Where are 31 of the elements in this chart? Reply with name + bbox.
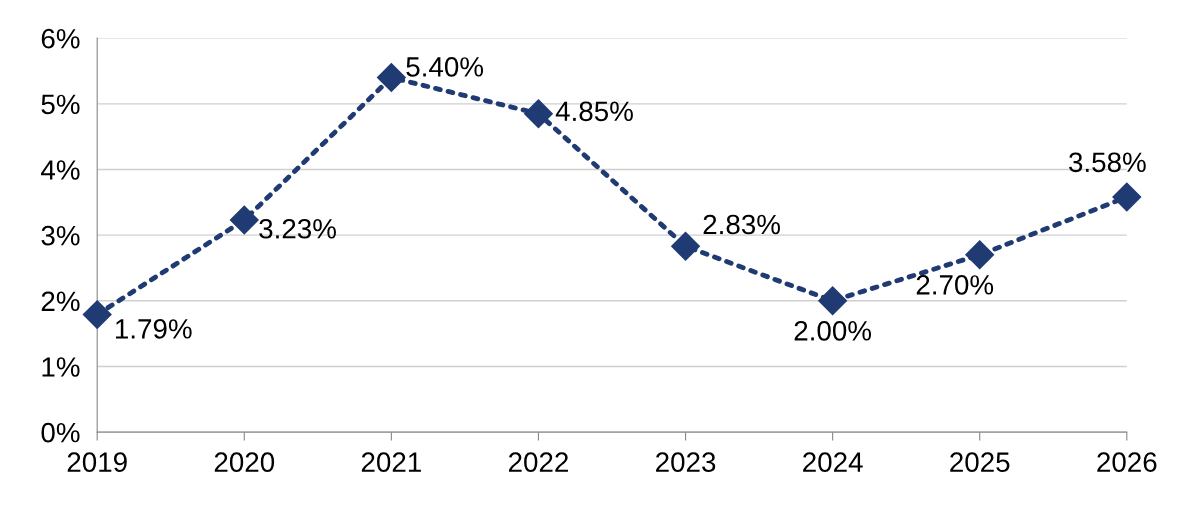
- point: [229, 205, 259, 235]
- x-tick-label: 2023: [656, 452, 716, 472]
- y-tick-label: 1%: [42, 357, 80, 377]
- x-tick-label: 2025: [950, 452, 1010, 472]
- data-label: 1.79%: [115, 319, 192, 339]
- point: [524, 99, 553, 129]
- point: [965, 240, 995, 270]
- data-label: 2.00%: [794, 321, 872, 341]
- x-tick-label: 2026: [1097, 452, 1157, 472]
- x-tick-label: 2022: [508, 452, 568, 472]
- data-label: 2.70%: [916, 275, 994, 295]
- point: [818, 286, 848, 316]
- point: [82, 300, 112, 330]
- y-tick-label: 0%: [41, 422, 80, 443]
- y-tick-label: 4%: [41, 160, 80, 180]
- point: [671, 231, 700, 261]
- data-label: 3.58%: [1069, 152, 1146, 173]
- point: [1112, 182, 1142, 212]
- y-tick-label: 5%: [41, 94, 80, 115]
- y-tick-label: 2%: [41, 291, 80, 312]
- x-tick-label: 2021: [361, 452, 421, 472]
- data-label: 3.23%: [259, 218, 336, 239]
- y-tick-label: 3%: [41, 225, 80, 246]
- data-label: 5.40%: [406, 57, 484, 77]
- data-label: 2.83%: [703, 214, 780, 235]
- x-tick-label: 2019: [67, 452, 127, 472]
- data-label: 4.85%: [555, 101, 633, 122]
- x-tick-label: 2024: [803, 452, 863, 472]
- x-tick-label: 2020: [214, 452, 275, 472]
- y-tick-label: 6%: [41, 28, 80, 49]
- point: [376, 63, 406, 93]
